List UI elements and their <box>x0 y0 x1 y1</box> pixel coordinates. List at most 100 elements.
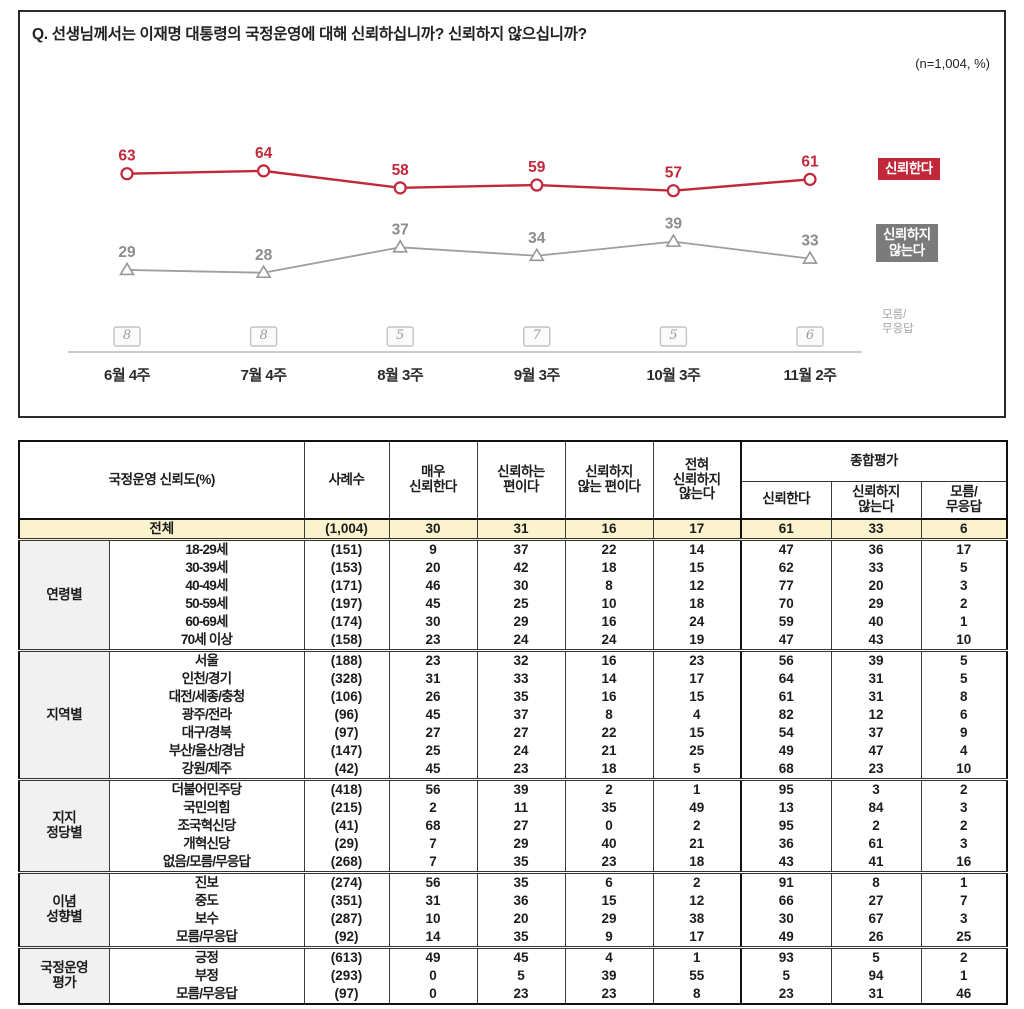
value-cell: 33 <box>830 559 921 577</box>
value-cell: 31 <box>830 985 921 1004</box>
value-cell: 43 <box>740 853 831 873</box>
table-row: 대구/경북 (97) 27 27 22 15 54 37 9 <box>19 724 1007 742</box>
value-cell: 29 <box>830 595 921 613</box>
n-cell: (274) <box>303 871 389 892</box>
value-cell: 56 <box>388 871 477 892</box>
col-header-not-at-all: 전혀 신뢰하지 않는다 <box>652 441 741 519</box>
value-cell: 31 <box>388 670 477 688</box>
group-label-cell: 지지 정당별 <box>18 778 109 873</box>
value-cell: 8 <box>920 688 1007 706</box>
category-cell: 모름/무응답 <box>108 928 304 948</box>
value-cell: 7 <box>388 853 477 873</box>
n-cell: (106) <box>303 688 389 706</box>
value-cell: 95 <box>740 778 831 799</box>
value-cell: 23 <box>564 985 653 1004</box>
value-cell: 33 <box>476 670 565 688</box>
value-cell: 24 <box>652 613 741 631</box>
value-cell: 25 <box>920 928 1007 948</box>
value-cell: 30 <box>388 518 477 541</box>
value-cell: 10 <box>920 760 1007 780</box>
value-cell: 32 <box>476 649 565 670</box>
value-cell: 7 <box>388 835 477 853</box>
value-cell: 4 <box>652 706 741 724</box>
value-cell: 8 <box>564 706 653 724</box>
n-cell: (287) <box>303 910 389 928</box>
group-label-cell: 국정운영 평가 <box>18 946 109 1004</box>
dk-box <box>659 326 688 347</box>
n-cell: (293) <box>303 967 389 985</box>
crosstab-table: 국정운영 신뢰도(%) 사례수 매우 신뢰한다 신뢰하는 편이다 신뢰하지 않는… <box>18 440 1008 1005</box>
col-header-n: 사례수 <box>303 441 389 519</box>
value-cell: 2 <box>920 595 1007 613</box>
category-cell: 모름/무응답 <box>108 985 304 1004</box>
n-cell: (97) <box>303 724 389 742</box>
value-cell: 61 <box>830 835 921 853</box>
value-cell: 42 <box>476 559 565 577</box>
value-cell: 38 <box>652 910 741 928</box>
value-cell: 33 <box>830 518 921 541</box>
trust-marker <box>393 181 407 195</box>
value-cell: 6 <box>920 706 1007 724</box>
survey-question: Q. 선생님께서는 이재명 대통령의 국정운영에 대해 신뢰하십니까? 신뢰하지… <box>32 26 587 43</box>
value-cell: 18 <box>564 559 653 577</box>
value-cell: 5 <box>476 967 565 985</box>
group-label-cell: 연령별 <box>18 538 109 651</box>
value-cell: 45 <box>388 760 477 780</box>
value-cell: 3 <box>920 910 1007 928</box>
category-cell: 없음/모름/무응답 <box>108 853 304 873</box>
value-cell: 5 <box>740 967 831 985</box>
value-cell: 1 <box>652 946 741 967</box>
dk-box <box>796 326 824 347</box>
value-cell: 9 <box>388 538 477 559</box>
value-cell: 62 <box>740 559 831 577</box>
n-cell: (1,004) <box>303 518 389 541</box>
series-dk: 8 8 5 7 5 6 <box>113 326 824 347</box>
col-header-somewhat-trust: 신뢰하는 편이다 <box>476 441 565 519</box>
total-row: 전체 (1,004) 30 31 16 17 61 33 6 <box>18 518 1007 541</box>
table-row: 지지 정당별 더불어민주당 (418) 56 39 2 1 95 3 2 <box>18 778 1007 873</box>
value-cell: 82 <box>740 706 831 724</box>
value-cell: 61 <box>740 518 831 541</box>
table-row: 지역별 서울 (188) 23 32 16 23 56 39 5 <box>18 649 1007 780</box>
table-row: 40-49세 (171) 46 30 8 12 77 20 3 <box>19 577 1007 595</box>
n-cell: (215) <box>303 799 389 817</box>
table-row: 광주/전라 (96) 45 37 8 4 82 12 6 <box>19 706 1007 724</box>
value-cell: 2 <box>564 778 653 799</box>
value-cell: 95 <box>740 817 831 835</box>
survey-chart-panel: Q. 선생님께서는 이재명 대통령의 국정운영에 대해 신뢰하십니까? 신뢰하지… <box>18 10 1006 418</box>
value-cell: 23 <box>564 853 653 873</box>
legend-trust-badge: 신뢰한다 <box>878 158 940 181</box>
table-row: 모름/무응답 (92) 14 35 9 17 49 26 25 <box>19 928 1007 948</box>
value-cell: 14 <box>388 928 477 948</box>
value-cell: 27 <box>476 724 565 742</box>
value-cell: 40 <box>564 835 653 853</box>
table-row: 50-59세 (197) 45 25 10 18 70 29 2 <box>19 595 1007 613</box>
value-cell: 2 <box>920 778 1007 799</box>
col-header-very-trust: 매우 신뢰한다 <box>388 441 477 519</box>
trust-value-label: 61 <box>801 153 819 170</box>
n-cell: (188) <box>303 649 389 670</box>
value-cell: 24 <box>476 742 565 760</box>
value-cell: 39 <box>564 967 653 985</box>
n-cell: (147) <box>303 742 389 760</box>
col-header-somewhat-distrust: 신뢰하지 않는 편이다 <box>564 441 653 519</box>
table-row: 부정 (293) 0 5 39 55 5 94 1 <box>19 967 1007 985</box>
value-cell: 2 <box>652 817 741 835</box>
category-cell: 18-29세 <box>108 538 304 559</box>
category-cell: 부정 <box>108 967 304 985</box>
value-cell: 39 <box>830 649 921 670</box>
dk-value-label: 5 <box>396 328 404 343</box>
value-cell: 23 <box>388 649 477 670</box>
dk-box <box>523 326 551 347</box>
x-tick-label: 7월 4주 <box>241 367 288 384</box>
value-cell: 5 <box>920 670 1007 688</box>
dk-box <box>249 326 278 347</box>
value-cell: 45 <box>476 946 565 967</box>
trust-marker <box>530 178 544 192</box>
n-cell: (42) <box>303 760 389 780</box>
value-cell: 15 <box>652 559 741 577</box>
table-row: 부산/울산/경남 (147) 25 24 21 25 49 47 4 <box>19 742 1007 760</box>
n-cell: (351) <box>303 892 389 910</box>
value-cell: 31 <box>830 688 921 706</box>
category-cell: 인천/경기 <box>108 670 304 688</box>
